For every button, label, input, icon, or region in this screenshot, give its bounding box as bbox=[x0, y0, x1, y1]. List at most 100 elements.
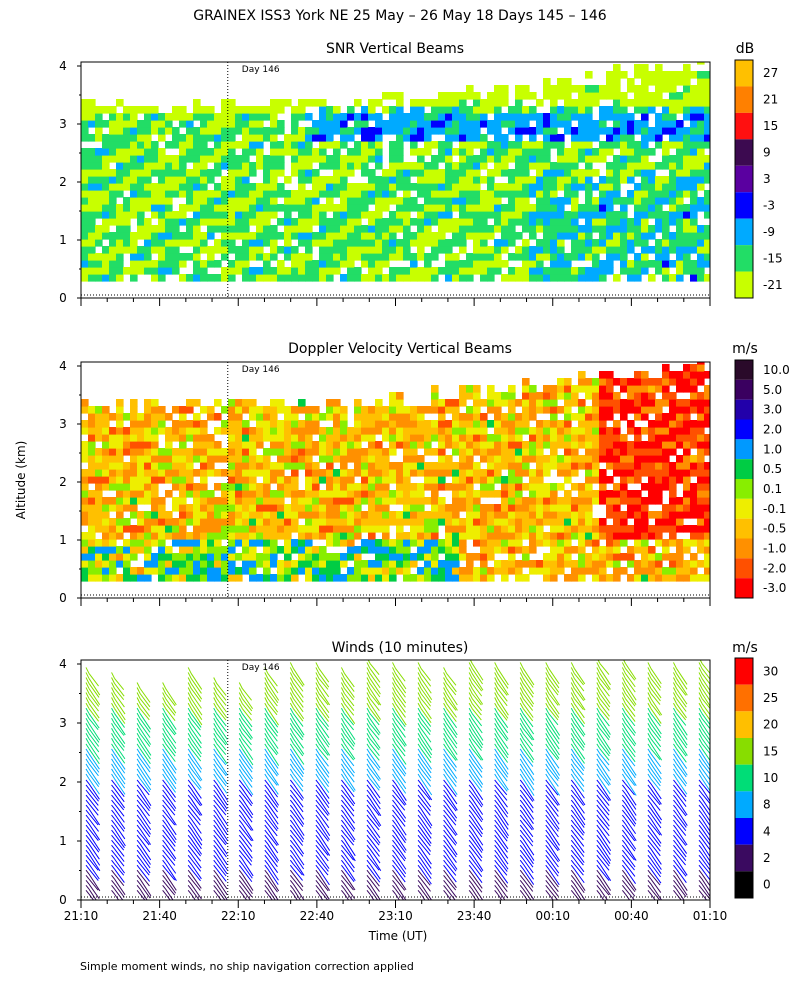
field-cell bbox=[466, 162, 474, 170]
field-cell bbox=[228, 427, 236, 435]
colorbar-label: -3.0 bbox=[763, 581, 786, 595]
field-cell bbox=[382, 483, 390, 491]
field-cell bbox=[109, 476, 117, 484]
field-cell bbox=[424, 183, 432, 191]
field-cell bbox=[305, 239, 313, 247]
field-cell bbox=[123, 239, 131, 247]
wind-barb-shaft bbox=[88, 678, 101, 696]
field-cell bbox=[536, 420, 544, 428]
field-cell bbox=[417, 483, 425, 491]
field-cell bbox=[487, 260, 495, 268]
wind-barb-flag bbox=[111, 672, 115, 679]
field-cell bbox=[165, 525, 173, 533]
field-cell bbox=[382, 218, 390, 226]
field-cell bbox=[452, 120, 460, 128]
field-cell bbox=[578, 532, 586, 540]
field-cell bbox=[256, 134, 264, 142]
field-cell bbox=[403, 553, 411, 561]
field-cell bbox=[193, 427, 201, 435]
field-cell bbox=[95, 420, 103, 428]
field-cell bbox=[529, 127, 537, 135]
field-cell bbox=[676, 183, 684, 191]
field-cell bbox=[354, 253, 362, 261]
field-cell bbox=[655, 239, 663, 247]
field-cell bbox=[452, 511, 460, 519]
field-cell bbox=[480, 539, 488, 547]
field-cell bbox=[361, 490, 369, 498]
field-cell bbox=[620, 197, 628, 205]
field-cell bbox=[501, 204, 509, 212]
wind-barb-flag bbox=[85, 732, 90, 739]
field-cell bbox=[676, 378, 684, 386]
field-cell bbox=[207, 190, 215, 198]
field-cell bbox=[340, 420, 348, 428]
field-cell bbox=[571, 441, 579, 449]
field-cell bbox=[158, 448, 166, 456]
field-cell bbox=[473, 567, 481, 575]
field-cell bbox=[235, 190, 243, 198]
wind-barb-shaft bbox=[88, 773, 100, 787]
field-cell bbox=[438, 574, 446, 582]
field-cell bbox=[116, 246, 124, 254]
field-cell bbox=[102, 553, 110, 561]
field-cell bbox=[172, 218, 180, 226]
field-cell bbox=[606, 511, 614, 519]
field-cell bbox=[130, 190, 138, 198]
wind-barb-flag bbox=[238, 884, 243, 890]
field-cell bbox=[445, 455, 453, 463]
field-cell bbox=[319, 504, 327, 512]
field-cell bbox=[235, 413, 243, 421]
field-cell bbox=[179, 211, 187, 219]
field-cell bbox=[571, 246, 579, 254]
field-cell bbox=[522, 546, 530, 554]
field-cell bbox=[480, 176, 488, 184]
field-cell bbox=[284, 176, 292, 184]
field-cell bbox=[515, 511, 523, 519]
field-cell bbox=[340, 539, 348, 547]
field-cell bbox=[669, 197, 677, 205]
field-cell bbox=[543, 267, 551, 275]
field-cell bbox=[487, 148, 495, 156]
field-cell bbox=[361, 427, 369, 435]
field-cell bbox=[452, 490, 460, 498]
field-cell bbox=[424, 204, 432, 212]
field-cell bbox=[473, 134, 481, 142]
field-cell bbox=[151, 127, 159, 135]
field-cell bbox=[606, 113, 614, 121]
field-cell bbox=[137, 539, 145, 547]
field-cell bbox=[102, 511, 110, 519]
wind-barb-shaft bbox=[114, 818, 125, 832]
field-cell bbox=[214, 155, 222, 163]
field-cell bbox=[256, 441, 264, 449]
field-cell bbox=[501, 92, 509, 100]
wind-barb-shaft bbox=[88, 683, 100, 698]
field-cell bbox=[501, 455, 509, 463]
colorbar-segment bbox=[735, 360, 753, 380]
wind-barb-flag bbox=[213, 844, 218, 850]
field-cell bbox=[508, 560, 516, 568]
field-cell bbox=[228, 399, 236, 407]
field-cell bbox=[571, 469, 579, 477]
field-cell bbox=[641, 169, 649, 177]
field-cell bbox=[242, 406, 250, 414]
wind-barb-flag bbox=[162, 869, 167, 875]
field-cell bbox=[333, 539, 341, 547]
field-cell bbox=[634, 434, 642, 442]
field-cell bbox=[543, 567, 551, 575]
wind-barb-shaft bbox=[114, 893, 120, 900]
field-cell bbox=[263, 218, 271, 226]
field-cell bbox=[438, 127, 446, 135]
field-cell bbox=[634, 92, 642, 100]
wind-barb-flag bbox=[213, 768, 218, 775]
field-cell bbox=[606, 267, 614, 275]
field-cell bbox=[151, 511, 159, 519]
wind-barb-flag bbox=[238, 819, 243, 825]
field-cell bbox=[592, 127, 600, 135]
field-cell bbox=[263, 490, 271, 498]
field-cell bbox=[95, 497, 103, 505]
field-cell bbox=[312, 190, 320, 198]
field-cell bbox=[158, 518, 166, 526]
field-cell bbox=[438, 218, 446, 226]
wind-barb-flag bbox=[162, 763, 167, 769]
field-cell bbox=[501, 434, 509, 442]
